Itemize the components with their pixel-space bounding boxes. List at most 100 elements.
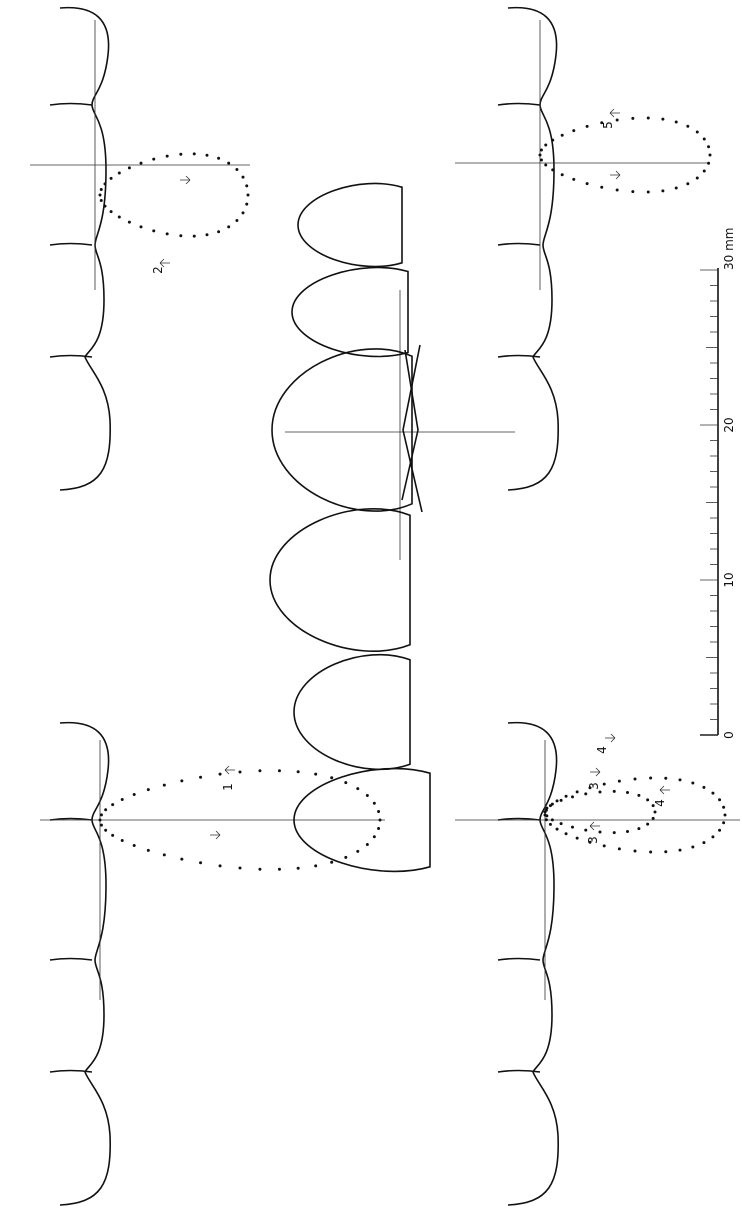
trace-dot <box>707 145 710 148</box>
trace-dot <box>227 225 230 228</box>
trace-dot <box>100 813 103 816</box>
trace-dot <box>703 137 706 140</box>
arrow <box>660 786 670 794</box>
trace-dot <box>111 834 114 837</box>
trace-dot <box>718 798 721 801</box>
trace-dot <box>258 769 261 772</box>
trace-label: 3 <box>586 836 600 844</box>
trace-dot <box>110 177 113 180</box>
trace-dot <box>152 229 155 232</box>
trace-dot <box>180 779 183 782</box>
trace-dot <box>722 806 725 809</box>
trace-dot <box>219 773 222 776</box>
interproximal <box>498 1071 540 1073</box>
trace-dot <box>696 176 699 179</box>
trace-dot <box>702 841 705 844</box>
trace-dot <box>618 847 621 850</box>
trace-dot <box>571 826 574 829</box>
trace-dot <box>679 849 682 852</box>
trace-dot <box>245 203 248 206</box>
trace-dot <box>544 144 547 147</box>
trace-dot <box>100 824 103 827</box>
tooth-profile <box>50 8 110 490</box>
trace-dot <box>118 215 121 218</box>
trace-dot <box>344 856 347 859</box>
tooth-outline <box>508 723 558 1205</box>
trace-dot <box>631 190 634 193</box>
trace-label: 4 <box>595 746 609 754</box>
trace-dot <box>711 792 714 795</box>
trace-dot <box>551 168 554 171</box>
trace-dot <box>718 829 721 832</box>
trace-dot <box>219 864 222 867</box>
trace-dot <box>140 162 143 165</box>
trace-dot <box>696 131 699 134</box>
trace-dot <box>227 162 230 165</box>
trace-dot <box>239 771 242 774</box>
trace-dot <box>586 125 589 128</box>
trace-dot <box>373 835 376 838</box>
trace-dot <box>586 182 589 185</box>
trace-dot <box>356 787 359 790</box>
trace-dot <box>686 182 689 185</box>
trace-dot <box>544 811 547 814</box>
tooth-crown <box>270 509 410 651</box>
trace-dot <box>664 850 667 853</box>
trace-dot <box>330 861 333 864</box>
trace-dot <box>147 788 150 791</box>
scale-label: 0 <box>722 731 736 739</box>
interproximal <box>498 104 540 106</box>
trace-dot <box>637 827 640 830</box>
tooth-profile <box>50 723 110 1205</box>
trace-dot <box>166 155 169 158</box>
trace-dot <box>603 844 606 847</box>
trace-dot <box>205 154 208 157</box>
trace-dot <box>118 172 121 175</box>
trace-dot <box>179 153 182 156</box>
trace-dot <box>654 811 657 814</box>
interproximal <box>50 244 92 246</box>
trace-dot <box>724 814 727 817</box>
trace-dot <box>576 790 579 793</box>
trace-dot <box>103 205 106 208</box>
trace-dot <box>637 794 640 797</box>
trace-dot <box>626 791 629 794</box>
trace-dot <box>121 798 124 801</box>
trace-dot <box>572 129 575 132</box>
scale-label: 20 <box>722 417 736 432</box>
trace-dot <box>330 776 333 779</box>
trace-dot <box>661 118 664 121</box>
trace-dot <box>545 807 548 810</box>
trace-dot <box>603 783 606 786</box>
trace-dot <box>560 799 563 802</box>
trace-dot <box>258 868 261 871</box>
trace-dot <box>675 187 678 190</box>
trace-dot <box>649 850 652 853</box>
trace-dot <box>297 867 300 870</box>
tooth-crown <box>272 349 412 511</box>
trace-dot <box>551 139 554 142</box>
trace-dot <box>613 831 616 834</box>
trace-dot <box>646 798 649 801</box>
tooth-outline <box>60 8 110 490</box>
trace-dot <box>539 154 542 157</box>
arrow <box>210 831 220 839</box>
trace-dot <box>217 230 220 233</box>
trace-dot <box>163 853 166 856</box>
trace-dot <box>193 152 196 155</box>
trace-dot <box>576 837 579 840</box>
trace-dot <box>702 786 705 789</box>
trace-dot <box>133 844 136 847</box>
trace-dot <box>103 182 106 185</box>
trace-dot <box>377 810 380 813</box>
trace-dot <box>703 170 706 173</box>
interproximal <box>50 104 92 106</box>
trace-label: 3 <box>587 782 601 790</box>
scale-label: 10 <box>722 572 736 587</box>
trace-dot <box>545 814 548 817</box>
trace-dot <box>199 861 202 864</box>
interproximal <box>50 356 92 358</box>
trace-dot <box>549 823 552 826</box>
trace-dot <box>193 235 196 238</box>
trace-dot <box>356 850 359 853</box>
